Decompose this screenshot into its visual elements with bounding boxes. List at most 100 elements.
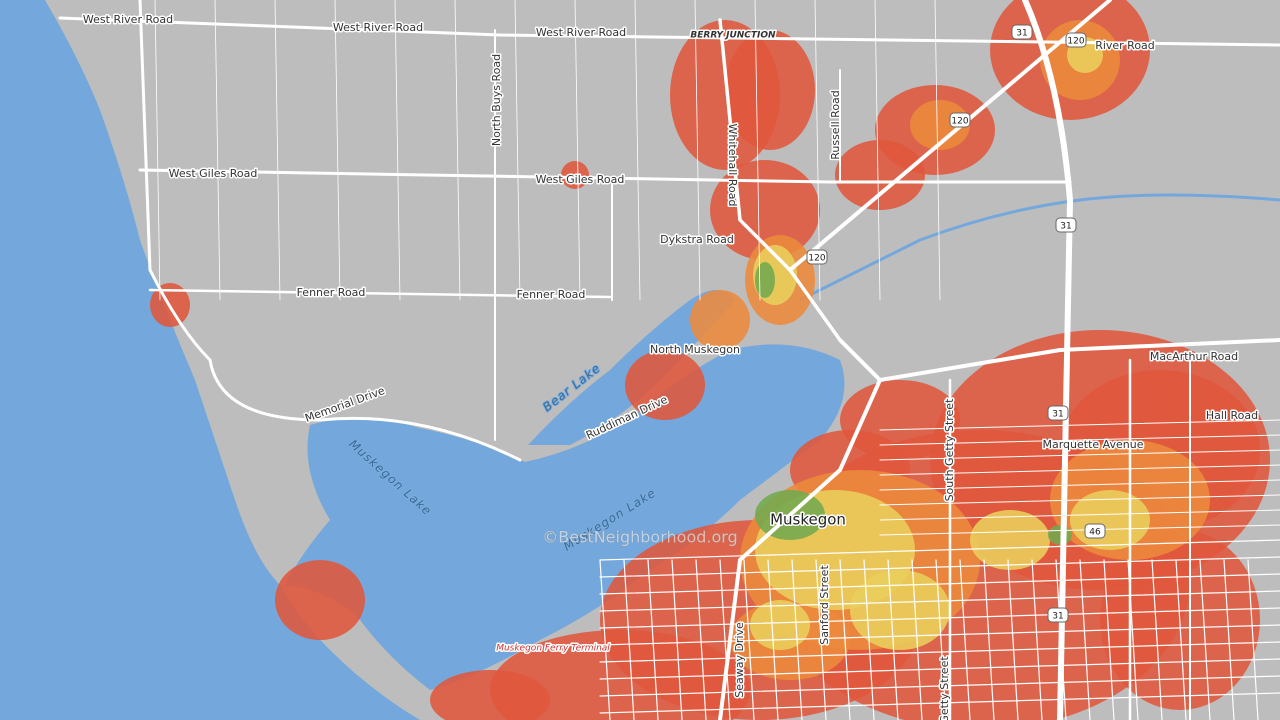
- road: [138, 0, 522, 462]
- road: [718, 18, 842, 342]
- road: [514, 0, 521, 301]
- road: [58, 16, 1280, 47]
- road-label: West River Road: [536, 26, 626, 39]
- heat-zone: [625, 350, 705, 420]
- road: [599, 559, 611, 720]
- place-label: Muskegon: [770, 511, 846, 529]
- route-shield: 31: [1052, 410, 1063, 420]
- road-label: Sanford Street: [818, 565, 831, 645]
- shield-bg: [1055, 217, 1077, 233]
- route-shield: 31: [1016, 29, 1027, 39]
- heat-zone: [750, 600, 810, 650]
- road: [334, 0, 341, 301]
- road: [599, 573, 1280, 595]
- road: [935, 559, 947, 720]
- road: [1199, 559, 1211, 720]
- road-label: Fenner Road: [517, 288, 586, 301]
- road: [1031, 559, 1043, 720]
- road: [647, 559, 659, 720]
- road: [1127, 559, 1139, 720]
- route-shield: 31: [1060, 222, 1071, 232]
- road-label: South Getty Street: [943, 398, 956, 502]
- heat-zone: [561, 161, 589, 189]
- road-label: West Giles Road: [536, 173, 625, 186]
- road: [791, 559, 803, 720]
- road: [1175, 559, 1187, 720]
- road-label: River Road: [1095, 39, 1155, 52]
- road: [879, 524, 1280, 536]
- shield-bg: [1084, 523, 1106, 539]
- road: [838, 338, 1280, 383]
- route-shield: 46: [1089, 528, 1101, 538]
- heat-zone: [850, 570, 950, 650]
- road-label: MacArthur Road: [1150, 350, 1238, 363]
- heat-zone: [970, 510, 1050, 570]
- road-label: Getty Street: [938, 656, 951, 720]
- route-shields: 31 120 120 31 120 31 46 31: [806, 24, 1106, 623]
- heat-zone: [835, 140, 925, 210]
- road-label: West Giles Road: [169, 167, 258, 180]
- road: [599, 624, 1280, 646]
- road: [879, 479, 1280, 491]
- route-shield: 120: [1067, 37, 1084, 47]
- road-label: Hall Road: [1206, 409, 1258, 422]
- lake-michigan: [0, 0, 420, 720]
- road: [148, 288, 612, 299]
- road: [815, 559, 827, 720]
- road-label: West River Road: [83, 13, 173, 26]
- road: [879, 434, 1280, 446]
- road: [1022, 0, 1074, 720]
- place-label: North Muskegon: [650, 343, 740, 356]
- road: [599, 590, 1280, 612]
- road: [599, 539, 1280, 561]
- road: [599, 607, 1280, 629]
- road: [634, 0, 641, 301]
- road: [214, 0, 221, 301]
- road: [911, 559, 923, 720]
- heat-zone: [430, 670, 550, 720]
- route-shield: 120: [951, 117, 968, 127]
- road: [719, 559, 731, 720]
- road: [574, 0, 581, 301]
- shield-bg: [806, 249, 828, 265]
- road: [1223, 559, 1235, 720]
- road: [887, 559, 899, 720]
- road: [718, 378, 882, 720]
- road: [959, 559, 971, 720]
- road: [983, 559, 995, 720]
- roads: [58, 0, 1280, 720]
- muskegon-river: [799, 193, 1280, 302]
- road: [138, 168, 1072, 184]
- shield-bg: [1047, 405, 1069, 421]
- heat-zone: [725, 30, 815, 150]
- heat-zone: [490, 630, 750, 720]
- road: [599, 556, 1280, 578]
- road: [788, 0, 1112, 272]
- road: [879, 494, 1280, 506]
- road: [694, 0, 701, 301]
- labels: West River Road West River Road West Riv…: [81, 12, 1259, 720]
- shield-bg: [949, 112, 971, 128]
- road: [599, 658, 1280, 680]
- road: [1151, 559, 1163, 720]
- road: [274, 0, 281, 301]
- heat-zone: [1048, 525, 1072, 545]
- road-label: Seaway Drive: [733, 622, 746, 698]
- road: [454, 0, 461, 301]
- road: [874, 0, 881, 301]
- place-label: BERRY JUNCTION: [690, 31, 776, 41]
- heat-zone: [690, 290, 750, 350]
- road: [879, 419, 1280, 431]
- road: [599, 641, 1280, 663]
- road: [879, 449, 1280, 461]
- heat-zone: [755, 262, 775, 298]
- muskegon-lake: [285, 344, 845, 690]
- shield-bg: [1011, 24, 1033, 40]
- route-shield: 120: [808, 254, 825, 264]
- heat-zone: [275, 560, 365, 640]
- road: [1055, 559, 1067, 720]
- road-label: Fenner Road: [297, 286, 366, 299]
- road: [743, 559, 755, 720]
